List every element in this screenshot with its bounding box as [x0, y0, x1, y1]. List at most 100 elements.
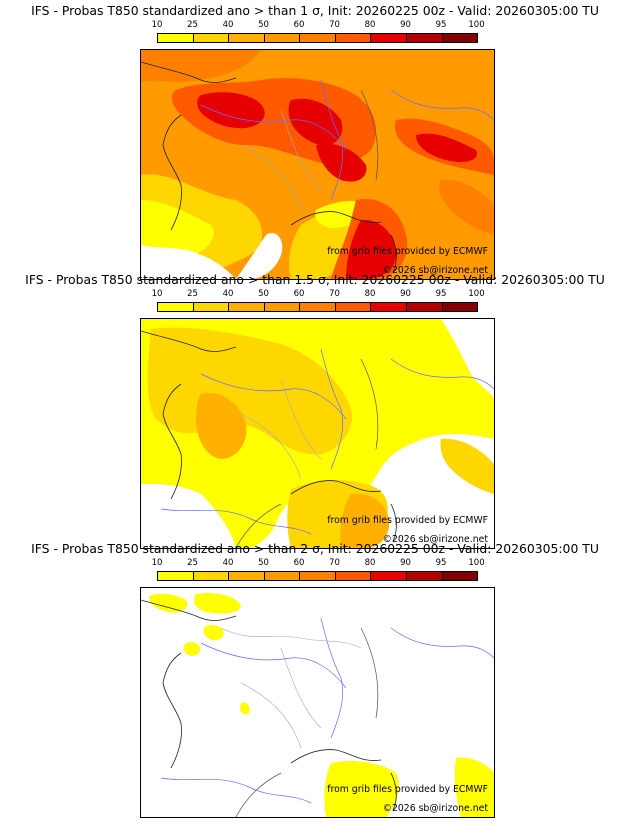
colorbar-segment	[229, 34, 265, 42]
colorbar-segment	[264, 572, 301, 580]
region-border	[240, 413, 302, 480]
colorbar-segment	[264, 34, 301, 42]
river-rhone	[320, 617, 344, 739]
probability-map: from grib files provided by ECMWF ©2026 …	[140, 318, 495, 549]
field-yellow-channel	[194, 593, 241, 614]
colorbar-tick: 60	[293, 289, 305, 299]
copyright-notice: ©2026 sb@irizone.net	[382, 534, 488, 545]
colorbar-tick: 90	[400, 558, 411, 568]
colorbar-ticks: 10 25 40 50 60 70 80 90 95 100	[152, 289, 485, 299]
river-ebro	[160, 777, 312, 804]
colorbar-tick: 40	[222, 558, 234, 568]
field-france-core	[197, 92, 265, 129]
coastline-corsica	[390, 234, 397, 273]
colorbar-segment	[193, 303, 230, 311]
colorbar-segment	[300, 34, 336, 42]
colorbar-segment	[442, 34, 478, 42]
river-rhone	[320, 348, 344, 470]
colorbar-tick: 25	[187, 558, 198, 568]
field-iberia-white	[141, 245, 236, 279]
region-border	[280, 647, 322, 729]
colorbar-segment	[371, 572, 407, 580]
colorbar-tick: 40	[222, 289, 234, 299]
colorbar	[157, 302, 478, 312]
river-rhone	[320, 79, 344, 201]
coastline-channel	[141, 330, 237, 352]
coastline-channel	[141, 599, 237, 621]
colorbar-tick: 70	[329, 289, 340, 299]
field-north	[141, 50, 261, 82]
colorbar-segment	[193, 572, 230, 580]
river-loire	[200, 104, 347, 151]
coastline-corsica	[390, 772, 397, 811]
colorbar-tick: 60	[293, 20, 305, 30]
region-border	[220, 627, 362, 649]
colorbar-segment	[442, 572, 478, 580]
panel-title: IFS - Probas T850 standardized ano > tha…	[25, 272, 605, 287]
field-italy	[439, 179, 494, 235]
colorbar	[157, 33, 478, 43]
field-orange-west	[196, 393, 247, 459]
colorbar-tick: 10	[151, 558, 163, 568]
probability-map: from grib files provided by ECMWF ©2026 …	[140, 587, 495, 818]
field-alps-core	[316, 143, 367, 182]
country-border	[235, 772, 282, 817]
colorbar-tick: 80	[364, 289, 376, 299]
colorbar-segment	[406, 34, 443, 42]
colorbar	[157, 571, 478, 581]
field-yellow-gironde	[240, 702, 250, 715]
colorbar-tick: 95	[435, 289, 447, 299]
colorbar-tick: 95	[435, 558, 447, 568]
river-rhine	[390, 358, 494, 390]
colorbar-segment	[371, 303, 407, 311]
colorbar-segment	[193, 34, 230, 42]
data-source-credit: from grib files provided by ECMWF	[327, 246, 488, 257]
coastline-mediterranean	[290, 480, 382, 495]
colorbar-tick: 25	[187, 289, 198, 299]
river-rhine	[390, 627, 494, 659]
field-base	[141, 588, 494, 817]
field-iberia-east-white	[236, 232, 283, 279]
country-border	[360, 627, 379, 719]
colorbar-segment	[335, 303, 372, 311]
colorbar-segment	[229, 572, 265, 580]
colorbar-tick: 50	[258, 289, 269, 299]
colorbar-ticks: 10 25 40 50 60 70 80 90 95 100	[152, 558, 485, 568]
field-corsica-core	[346, 219, 396, 279]
colorbar-segment	[406, 572, 443, 580]
colorbar-tick: 80	[364, 20, 376, 30]
colorbar-tick: 25	[187, 20, 198, 30]
country-border	[360, 89, 379, 181]
coastline-atlantic	[162, 652, 182, 769]
map-panel-2sigma: IFS - Probas T850 standardized ano > tha…	[0, 538, 630, 818]
colorbar-tick: 70	[329, 558, 340, 568]
field-yellow-north-west	[149, 593, 188, 613]
country-border	[360, 358, 379, 450]
map-canvas	[141, 319, 494, 548]
colorbar-tick: 95	[435, 20, 447, 30]
region-border	[280, 378, 322, 460]
colorbar-segment	[442, 303, 478, 311]
data-source-credit: from grib files provided by ECMWF	[327, 784, 488, 795]
coastline-mediterranean	[290, 749, 382, 764]
colorbar-tick: 10	[151, 20, 163, 30]
field-gold-italy	[440, 438, 494, 494]
colorbar-tick: 80	[364, 558, 376, 568]
panel-title: IFS - Probas T850 standardized ano > tha…	[31, 3, 599, 18]
colorbar-tick: 40	[222, 20, 234, 30]
region-border	[280, 109, 322, 191]
colorbar-segment	[158, 572, 194, 580]
colorbar-tick: 90	[400, 20, 411, 30]
coastline-mediterranean	[290, 211, 382, 226]
colorbar-tick: 70	[329, 20, 340, 30]
region-border	[240, 682, 302, 749]
field-orange-corsica	[340, 493, 390, 548]
river-loire	[200, 373, 347, 420]
colorbar-tick: 100	[468, 289, 485, 299]
copyright-notice: ©2026 sb@irizone.net	[382, 803, 488, 814]
country-border	[235, 503, 282, 548]
field-yellow-brittany	[203, 625, 224, 641]
colorbar-segment	[335, 34, 372, 42]
coastline-corsica	[390, 503, 397, 542]
map-panel-1-5sigma: IFS - Probas T850 standardized ano > tha…	[0, 269, 630, 549]
